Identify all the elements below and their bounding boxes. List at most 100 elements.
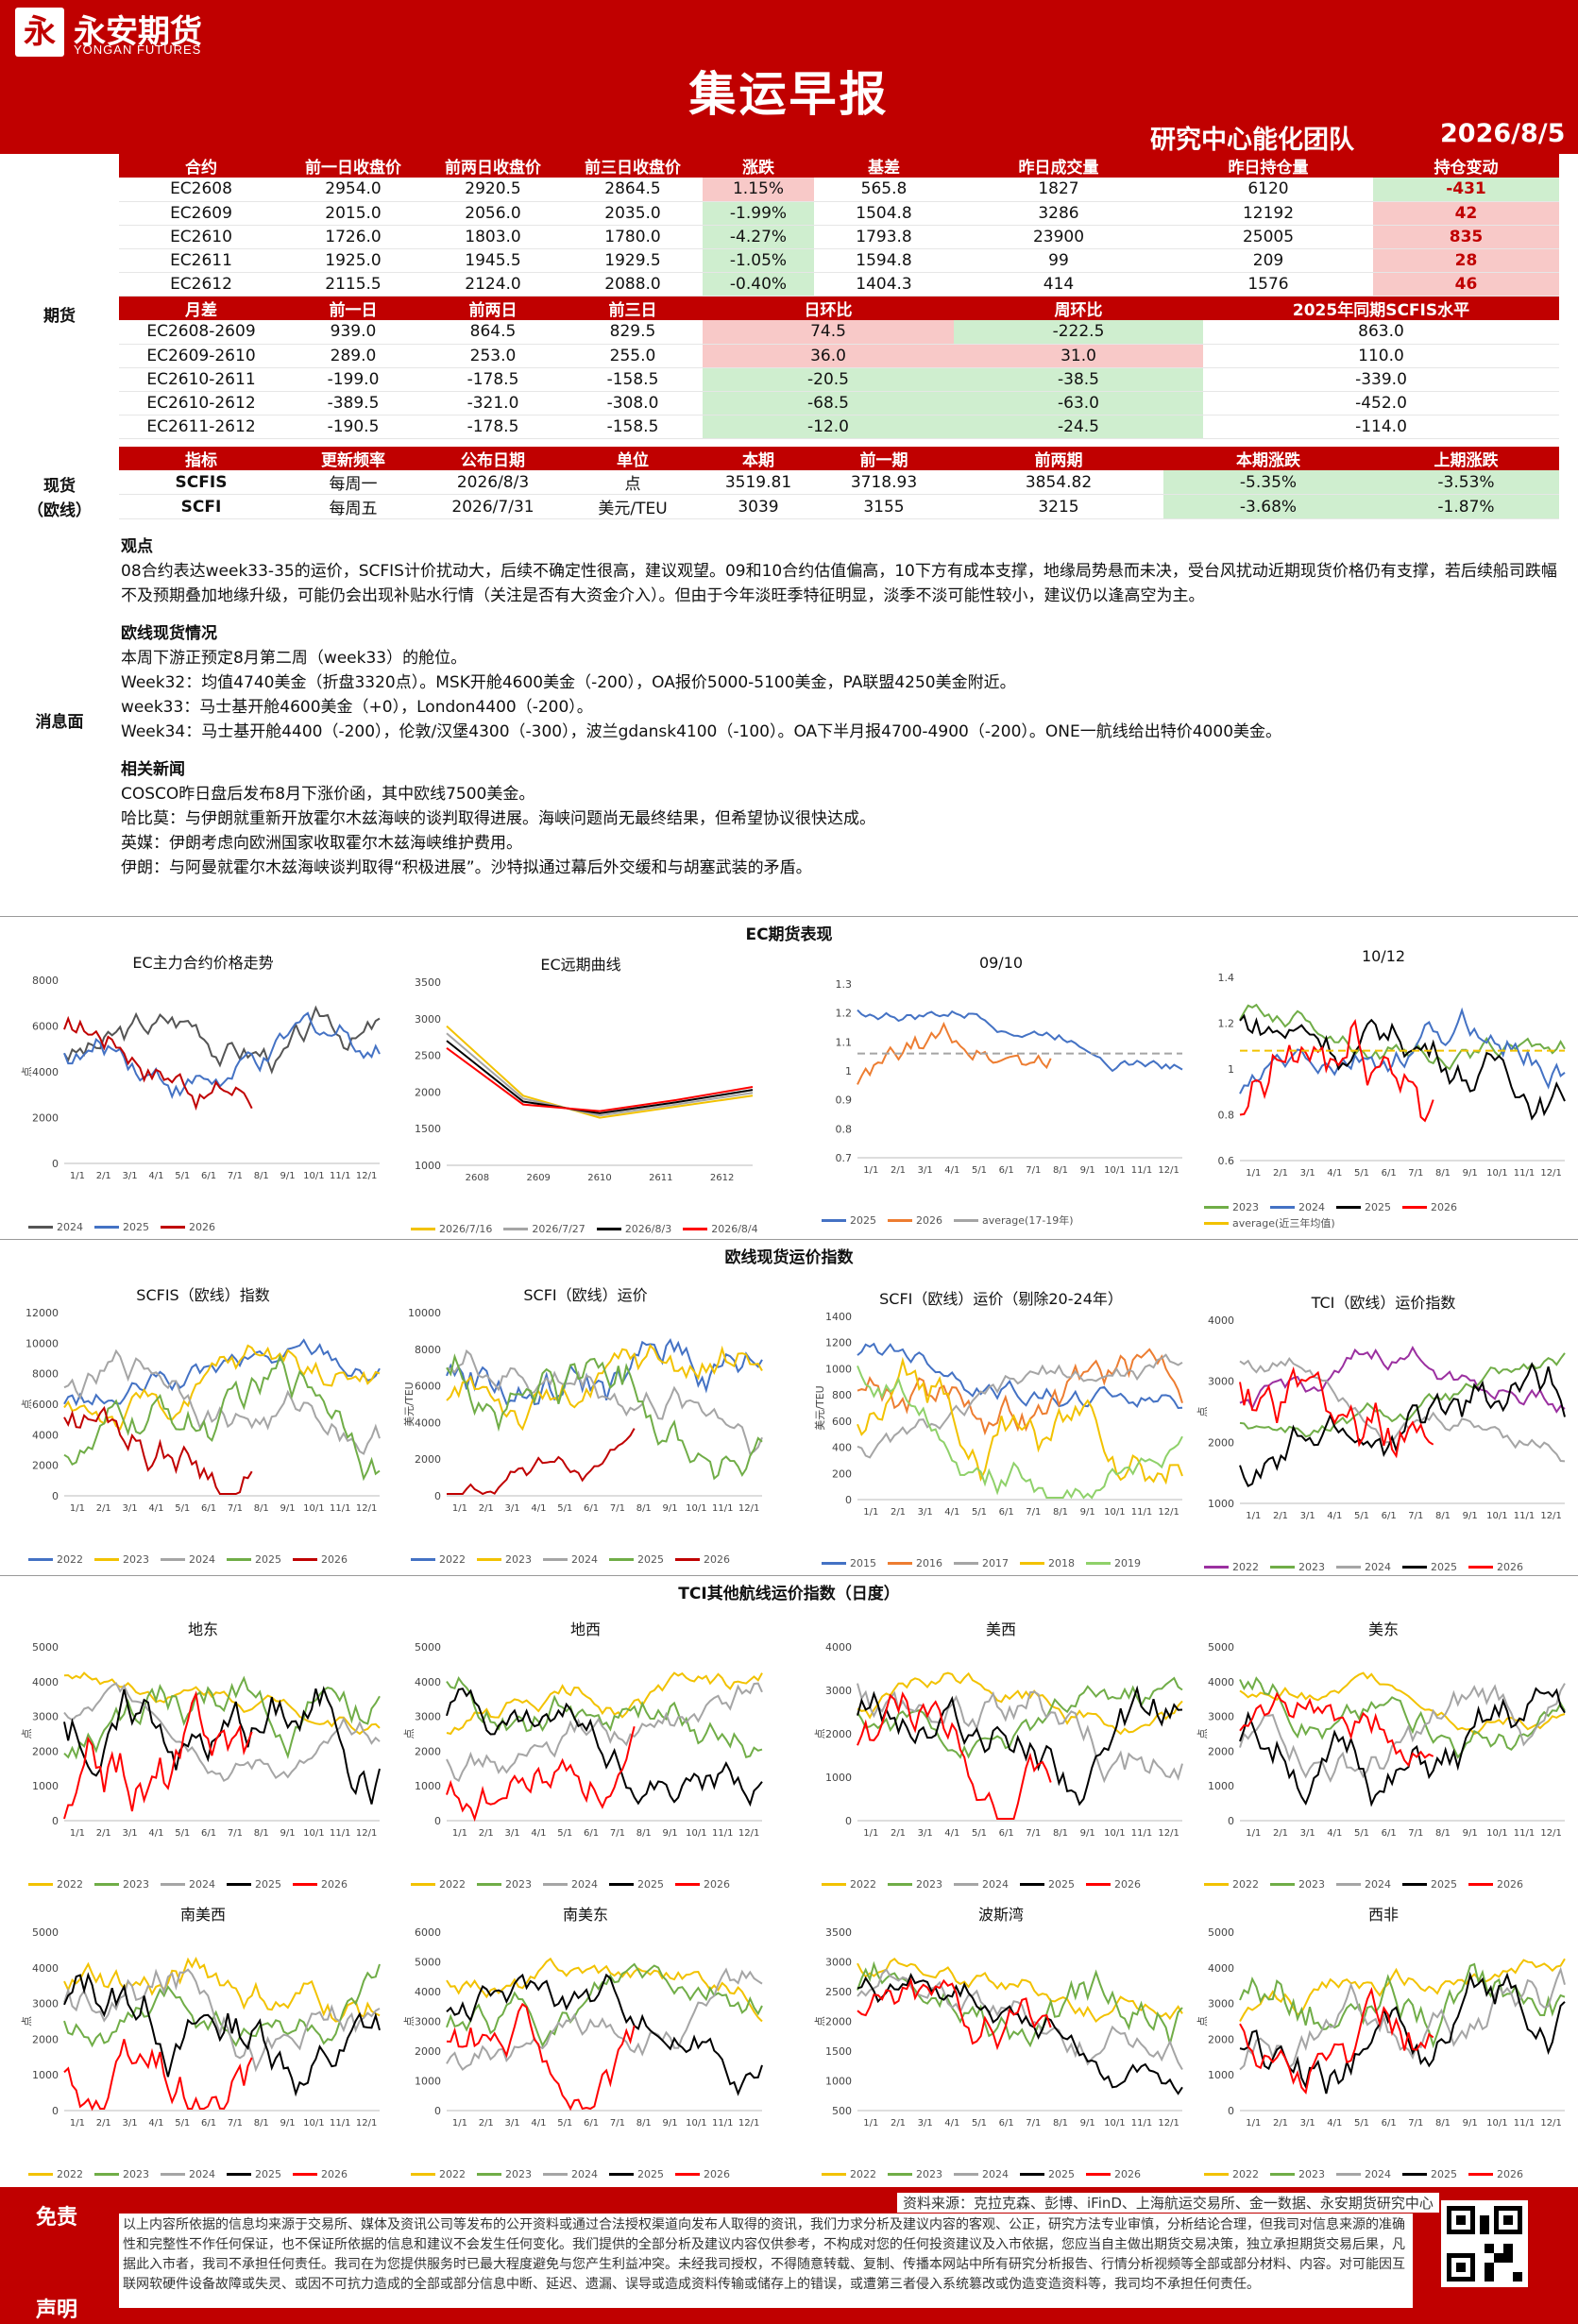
y-tick-label: 4000	[1208, 1676, 1234, 1688]
column-header: 涨跌	[703, 154, 814, 178]
legend-item: 2026	[293, 1553, 348, 1566]
series-line	[1239, 1366, 1434, 1459]
x-tick-label: 12/1	[356, 2118, 377, 2129]
series-line	[857, 1690, 1052, 1820]
table-cell: -158.5	[563, 367, 703, 392]
table-cell: -12.0	[703, 415, 954, 439]
table-cell: 3039	[703, 494, 814, 519]
legend-item: 2026	[675, 2168, 730, 2180]
legend-swatch	[543, 1558, 568, 1561]
legend-swatch	[675, 1558, 700, 1561]
table-cell: 点	[563, 470, 703, 495]
spot-line: week33：马士基开舱4600美金（+0），London4400（-200）。	[121, 698, 593, 717]
legend-item: 2024	[1336, 1561, 1391, 1573]
y-tick-label: 6000	[32, 1021, 59, 1033]
x-tick-label: 7/1	[228, 1828, 243, 1839]
view-text: 08合约表达week33-35的运价，SCFIS计价扰动大，后续不确定性很高，建…	[121, 562, 1557, 605]
x-tick-label: 5/1	[972, 1507, 987, 1518]
x-tick-label: 6/1	[1382, 1511, 1397, 1521]
x-tick-label: 5/1	[1354, 1168, 1369, 1179]
column-header: 前两日收盘价	[423, 154, 563, 178]
x-tick-label: 9/1	[1080, 1507, 1095, 1518]
legend-swatch	[1468, 2173, 1493, 2176]
series-line	[1239, 1671, 1566, 1736]
table-cell: -0.40%	[703, 272, 814, 297]
y-tick-label: 1000	[825, 1772, 852, 1784]
series-line	[857, 1342, 1183, 1410]
series-line	[1239, 1966, 1566, 2071]
spot-title: 欧线现货情况	[121, 624, 217, 643]
table-cell: 42	[1373, 201, 1559, 226]
y-axis-label: 美元/TEU	[403, 1382, 416, 1426]
chart-title: 09/10	[978, 954, 1024, 972]
table-row: EC2611-2612 -190.5 -178.5 -158.5 -12.0 -24.5-…	[119, 415, 1559, 439]
legend-swatch	[1086, 2173, 1111, 2176]
legend-swatch	[954, 1218, 978, 1222]
table-cell: -178.5	[423, 415, 563, 439]
table-cell: 3286	[954, 201, 1163, 226]
series-line	[446, 1967, 763, 2071]
table-cell: 2954.0	[283, 178, 423, 202]
column-header: 单位	[563, 447, 703, 470]
table-cell: EC2611-2612	[119, 415, 283, 439]
legend-swatch	[1270, 1566, 1295, 1569]
y-tick-label: 500	[832, 2105, 852, 2117]
table-cell: 1929.5	[563, 248, 703, 273]
legend-swatch	[822, 1883, 846, 1886]
x-tick-label: 6/1	[201, 1503, 216, 1514]
x-tick-label: 12/1	[1158, 1165, 1179, 1176]
series-line	[446, 1349, 763, 1455]
legend-item: 2023	[888, 2168, 942, 2180]
x-tick-label: 11/1	[1131, 1828, 1152, 1839]
y-tick-label: 4000	[825, 1641, 852, 1654]
y-tick-label: 1000	[1208, 1498, 1234, 1510]
spot-label-2: （欧线）	[27, 501, 92, 520]
legend-swatch	[1204, 1883, 1229, 1886]
table-cell: 1594.8	[814, 248, 954, 273]
chart-legend: 2022 2023 2024 2025 2026	[1204, 1878, 1553, 1891]
table-cell: 23900	[954, 225, 1163, 249]
legend-swatch	[1086, 1883, 1111, 1886]
x-tick-label: 6/1	[584, 1503, 599, 1514]
x-tick-label: 2/1	[479, 2118, 494, 2129]
y-tick-label: 3000	[1208, 1376, 1234, 1388]
x-tick-label: 7/1	[1026, 1828, 1041, 1839]
column-header: 合约	[119, 154, 283, 178]
y-tick-label: 2000	[825, 2016, 852, 2028]
table-cell: -24.5	[954, 415, 1203, 439]
x-tick-label: 6/1	[201, 1828, 216, 1839]
legend-item: 2022	[411, 1553, 466, 1566]
legend-swatch	[1020, 2173, 1044, 2176]
column-header: 指标	[119, 447, 283, 470]
y-tick-label: 5000	[415, 1957, 441, 1969]
table-cell: -178.5	[423, 367, 563, 392]
x-tick-label: 8/1	[254, 2118, 269, 2129]
table-cell: EC2612	[119, 272, 283, 297]
chart-plot: 3500 3000 2500 2000 1500 1000 2608 2609 2610 2611…	[415, 976, 754, 1183]
y-axis-label: 点	[814, 2016, 826, 2027]
chart-c10: 地西 5000 4000 3000 2000 1000 0 点 1/1 2/1 3/1 4/1 5/1 6…	[401, 1617, 770, 1891]
y-tick-label: 5000	[1208, 1641, 1234, 1654]
legend-item: 2025	[822, 1213, 876, 1228]
legend-swatch	[609, 1558, 634, 1561]
legend-item: 2023	[888, 1878, 942, 1891]
chart-plot: 5000 4000 3000 2000 1000 0 点 1/1 2/1 3/1 4/1 5/1 6/1…	[21, 1926, 381, 2129]
x-tick-label: 10/1	[303, 1828, 324, 1839]
disclaimer-text: 以上内容所依据的信息均来源于交易所、媒体及资讯公司等发布的公开资料或通过合法授权…	[119, 2214, 1413, 2308]
qr-code[interactable]	[1441, 2200, 1528, 2287]
legend-swatch	[28, 1883, 53, 1886]
legend-swatch	[161, 1558, 185, 1561]
x-tick-label: 5/1	[175, 1171, 190, 1181]
x-tick-label: 9/1	[280, 1503, 296, 1514]
x-tick-label: 1/1	[452, 2118, 467, 2129]
table-row: EC2609 2015.0 2056.0 2035.0 -1.99% 1504.8 3286…	[119, 201, 1559, 226]
x-tick-label: 12/1	[356, 1503, 377, 1514]
x-tick-label: 10/1	[1486, 1828, 1507, 1839]
x-tick-label: 7/1	[1408, 1828, 1423, 1839]
y-tick-label: 2500	[825, 1986, 852, 1998]
series-line	[447, 1428, 636, 1496]
spot-line: Week32：均值4740美金（折盘3320点）。MSK开舱4600美金（-20…	[121, 673, 1016, 692]
table-cell: 46	[1373, 272, 1559, 297]
table-cell: 1925.0	[283, 248, 423, 273]
x-tick-label: 9/1	[1463, 2118, 1478, 2129]
